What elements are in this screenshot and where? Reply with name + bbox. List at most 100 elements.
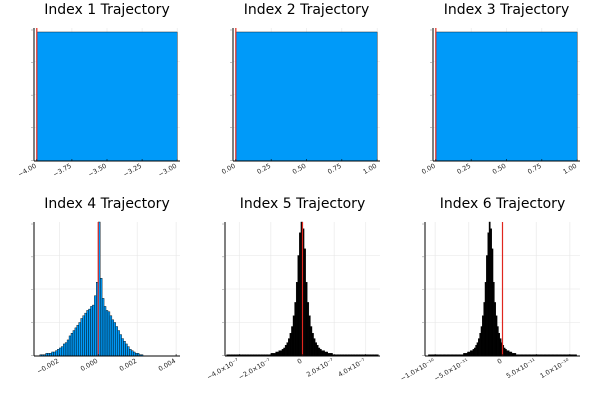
x-tick-label: 1.00	[562, 162, 579, 176]
histogram-bar	[99, 278, 103, 357]
histogram-bar	[88, 308, 91, 357]
x-tick-label: −1.0×10⁻¹⁰	[399, 357, 436, 383]
histogram-bar	[326, 351, 329, 357]
x-tick-label: 0.25	[256, 162, 273, 176]
histogram-bar	[74, 327, 78, 357]
histogram-bar	[86, 310, 89, 357]
subplot-6: Index 6 Trajectory −1.0×10⁻¹⁰−5.0×10⁻¹¹ 0 5…	[399, 196, 580, 383]
histogram-bar	[78, 322, 81, 357]
subplot-title: Index 1 Trajectory	[44, 2, 169, 18]
histogram-bar	[291, 326, 294, 357]
histogram-bar	[80, 318, 83, 357]
histogram-bar	[492, 282, 495, 357]
subplot-1: Index 1 Trajectory −4.00 −3.75 −3.50 −3.25 −3…	[17, 2, 180, 179]
histogram-bar	[64, 342, 68, 357]
histogram-bar	[322, 350, 325, 357]
x-tick-label: 0.000	[79, 357, 99, 373]
x-tick-label: 0.004	[157, 357, 177, 373]
histogram-bar	[307, 302, 310, 357]
histogram-bar	[316, 345, 319, 357]
x-tick-label: −4.0×10⁻⁷	[205, 357, 240, 382]
x-tick-label: 0.00	[220, 162, 237, 176]
histogram-bar	[286, 342, 289, 357]
subplot-5: Index 5 Trajectory −4.0×10⁻⁷−2.0×10⁻⁷ 0 2.0…	[205, 196, 380, 382]
histogram-bar	[131, 350, 134, 357]
x-tick-label: −3.50	[87, 162, 108, 179]
histogram-bar	[281, 349, 284, 357]
histogram-bar	[111, 319, 115, 357]
bar-series	[235, 31, 378, 162]
histogram-bar	[310, 326, 313, 357]
histogram-bar	[314, 342, 317, 357]
histogram-bar	[92, 304, 95, 357]
x-tick-label: −2.0×10⁻⁷	[237, 357, 272, 382]
histogram-bar	[278, 350, 281, 357]
x-tick-label: −4.00	[17, 162, 38, 179]
histogram-bar	[90, 306, 93, 357]
histogram-bar	[94, 295, 97, 357]
histogram-bar	[275, 351, 278, 357]
histogram-bar	[103, 306, 107, 357]
subplot-2: Index 2 Trajectory 0.00 0.25 0.50 0.75 1.00	[220, 2, 380, 176]
x-tick-label: 0.75	[526, 162, 543, 176]
subplot-3: Index 3 Trajectory 0.00 0.25 0.50 0.75 1.00	[420, 2, 580, 176]
histogram-bar	[303, 248, 306, 357]
histogram-bar	[72, 330, 76, 357]
histogram-bar	[76, 324, 79, 357]
histogram-bar	[486, 255, 488, 357]
x-tick-label: 0.25	[456, 162, 473, 176]
subplot-title: Index 4 Trajectory	[44, 196, 169, 212]
x-tick-label: 1.0×10⁻¹⁰	[539, 357, 572, 380]
histogram-bar	[480, 326, 483, 357]
x-tick-label: −0.002	[35, 357, 60, 376]
histogram-bar	[318, 347, 321, 357]
histogram-bar	[478, 338, 480, 357]
histogram-bar	[473, 347, 476, 357]
histogram-bar	[496, 326, 499, 357]
histogram-bar	[55, 350, 58, 357]
histogram-bar	[311, 333, 314, 357]
histogram-bar	[488, 221, 491, 357]
histogram-bar	[107, 311, 111, 357]
histogram-bar	[295, 282, 298, 357]
x-tick-label: 0	[296, 357, 304, 366]
histogram-bar	[435, 31, 578, 162]
histogram-bar	[36, 31, 178, 162]
histogram-bar	[288, 338, 291, 357]
histogram-bar	[471, 350, 474, 357]
histogram-bar	[297, 255, 300, 357]
histogram-bar	[109, 315, 113, 357]
histogram-bar	[491, 248, 494, 357]
histogram-bar	[308, 315, 311, 357]
x-tick-label: 0.50	[291, 162, 308, 176]
histogram-bar	[510, 351, 513, 357]
histogram-bar	[129, 349, 132, 357]
histogram-bar	[121, 338, 124, 357]
histogram-bar	[490, 228, 492, 357]
histogram-bar	[498, 333, 501, 357]
histogram-bar	[66, 339, 70, 357]
histogram-bar	[51, 351, 54, 357]
histogram-bar	[503, 347, 506, 357]
x-tick-label: 2.0×10⁻⁷	[305, 357, 335, 379]
histogram-bar	[125, 343, 128, 357]
histogram-bar	[133, 351, 136, 357]
histogram-bar	[324, 351, 327, 357]
x-tick-label: 1.00	[362, 162, 379, 176]
bar-series	[435, 31, 578, 162]
histogram-bar	[289, 333, 292, 357]
histogram-bar	[294, 302, 297, 357]
histogram-bar	[63, 343, 66, 357]
histogram-bar	[68, 335, 72, 357]
histogram-bar	[321, 350, 324, 357]
x-tick-label: −3.00	[157, 162, 178, 179]
x-tick-label: 5.0×10⁻¹¹	[505, 357, 538, 380]
histogram-bar	[113, 322, 116, 357]
bar-series	[36, 31, 178, 162]
subplot-4: Index 4 Trajectory −0.002 0.000 0.002 0.004	[31, 196, 180, 376]
histogram-bar	[299, 232, 302, 357]
histogram-bar	[487, 232, 490, 357]
histogram-bar	[494, 302, 496, 357]
histogram-bar	[482, 315, 484, 357]
x-tick-label: 0.50	[491, 162, 508, 176]
